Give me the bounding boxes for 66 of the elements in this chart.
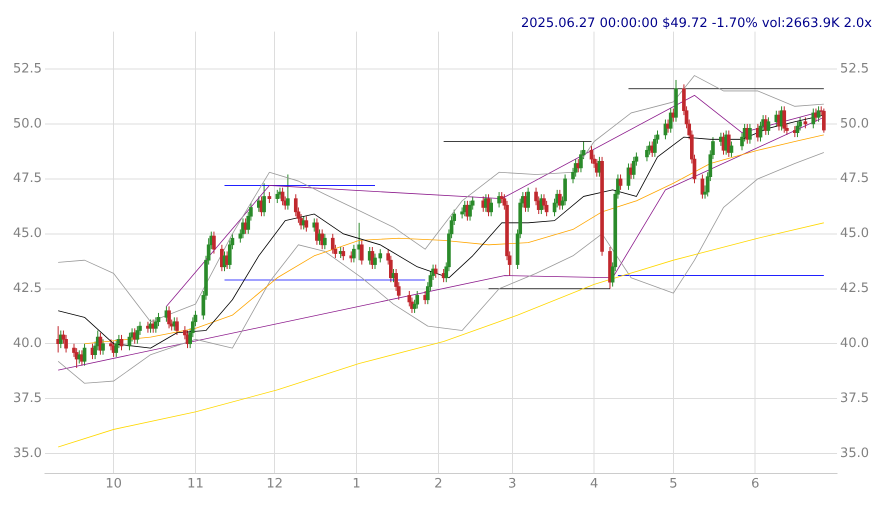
- candlestick: [626, 162, 630, 190]
- candlestick: [120, 334, 124, 351]
- candlestick: [268, 192, 272, 204]
- candlestick: [275, 189, 280, 204]
- candlestick: [645, 145, 649, 162]
- candlestick: [136, 326, 140, 344]
- candlestick: [212, 231, 216, 254]
- x-tick-label: 6: [751, 476, 760, 492]
- candlestick: [700, 174, 704, 200]
- y-tick-label: 37.5: [12, 391, 42, 406]
- candlestick: [322, 233, 327, 250]
- x-tick-label: 12: [266, 476, 283, 492]
- candlestick: [822, 108, 826, 134]
- candlestick: [154, 316, 158, 334]
- candlestick: [330, 233, 335, 254]
- candlestick: [352, 244, 356, 263]
- x-tick-label: 11: [187, 476, 204, 492]
- x-tick-label: 10: [105, 476, 122, 492]
- y2-tick-label: 47.5: [840, 171, 870, 186]
- y2-tick-label: 50.0: [840, 116, 870, 132]
- candlestick: [526, 187, 530, 212]
- y2-tick-label: 40.0: [840, 336, 870, 352]
- candlestick: [653, 134, 657, 158]
- y-tick-label: 42.5: [12, 281, 42, 296]
- candlestick: [563, 174, 567, 206]
- y-tick-label: 45.0: [12, 226, 42, 242]
- x-tick-label: 5: [669, 476, 678, 492]
- candlestick: [468, 200, 472, 222]
- candlestick: [782, 106, 786, 134]
- candlestick: [175, 316, 179, 336]
- y-tick-label: 35.0: [12, 446, 42, 461]
- candlestick: [101, 338, 105, 356]
- candlestick: [341, 246, 346, 261]
- candlestick: [64, 334, 68, 354]
- y-tick-label: 47.5: [12, 171, 42, 186]
- x-tick-label: 2: [434, 476, 442, 492]
- candlestick: [590, 145, 594, 164]
- x-tick-label: 1: [352, 476, 361, 492]
- candlestick: [816, 106, 820, 122]
- candlestick: [796, 121, 800, 138]
- candlestick: [748, 123, 752, 144]
- candlestick: [82, 343, 86, 366]
- y2-tick-label: 52.5: [840, 61, 870, 76]
- candlestick: [434, 264, 438, 278]
- candlestick: [262, 182, 266, 217]
- candlestick: [766, 116, 770, 136]
- candlestick: [167, 306, 171, 329]
- x-tick-label: 4: [590, 476, 598, 492]
- chart-title: 2025.06.27 00:00:00 $49.72 -1.70% vol:2663.9K 2.0x: [521, 16, 872, 32]
- candlestick: [286, 174, 290, 210]
- y-tick-label: 40.0: [12, 336, 42, 352]
- candlestick: [128, 332, 132, 351]
- y-tick-label: 52.5: [12, 61, 42, 76]
- candlestick: [489, 198, 493, 217]
- y-tick-label: 50.0: [12, 116, 42, 132]
- candlestick: [415, 290, 420, 310]
- x-tick-label: 3: [508, 476, 516, 492]
- y2-tick-label: 42.5: [840, 281, 870, 296]
- y2-tick-label: 35.0: [840, 446, 870, 461]
- y2-tick-label: 37.5: [840, 391, 870, 406]
- candlestick: [618, 174, 622, 190]
- candlestick: [280, 187, 284, 206]
- candlestick: [730, 141, 734, 158]
- y2-tick-label: 45.0: [840, 226, 870, 242]
- candlestick: [360, 240, 364, 266]
- candlestick: [304, 216, 308, 232]
